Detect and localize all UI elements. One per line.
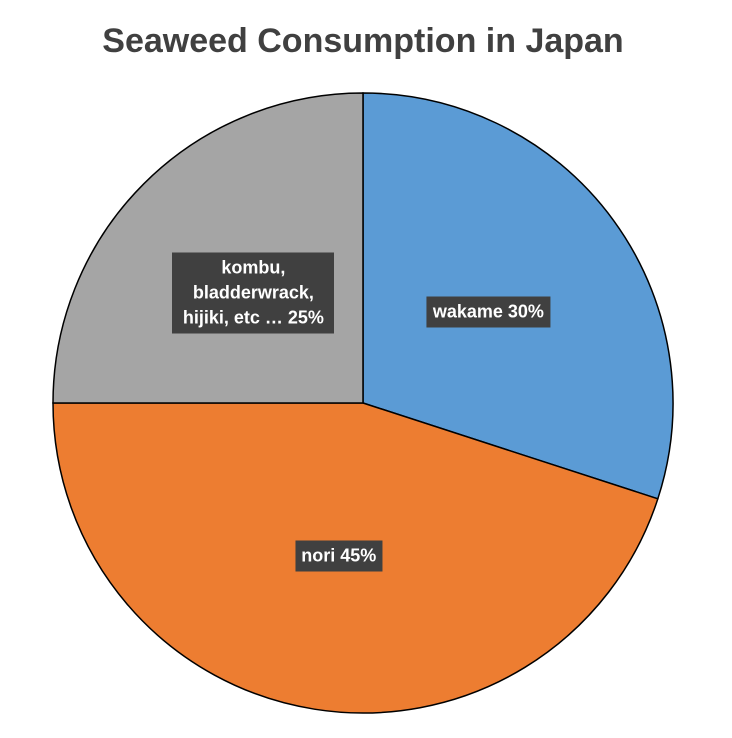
- data-label: wakame 30%: [426, 296, 550, 328]
- label-value: 45%: [340, 545, 377, 566]
- label-value: 25%: [287, 307, 324, 328]
- data-label: kombu, bladderwrack, hijiki, etc … 25%: [172, 252, 335, 334]
- label-value: 30%: [507, 301, 544, 322]
- label-category: kombu, bladderwrack, hijiki, etc …: [182, 257, 314, 328]
- chart-title: Seaweed Consumption in Japan: [102, 22, 623, 60]
- pie-slice: [362, 92, 674, 500]
- data-label: nori 45%: [295, 540, 383, 572]
- label-category: wakame: [432, 301, 503, 322]
- pie-slice: [52, 92, 364, 404]
- label-category: nori: [301, 545, 336, 566]
